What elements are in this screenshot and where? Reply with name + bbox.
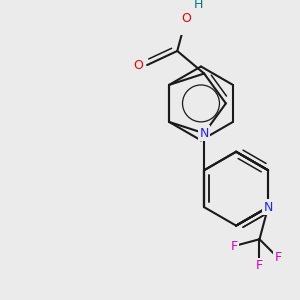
- Text: O: O: [181, 12, 191, 26]
- Text: F: F: [230, 240, 238, 253]
- Text: O: O: [133, 58, 143, 71]
- Text: F: F: [256, 259, 263, 272]
- Text: H: H: [194, 0, 203, 11]
- Text: N: N: [200, 127, 209, 140]
- Text: N: N: [263, 201, 273, 214]
- Text: F: F: [274, 251, 282, 264]
